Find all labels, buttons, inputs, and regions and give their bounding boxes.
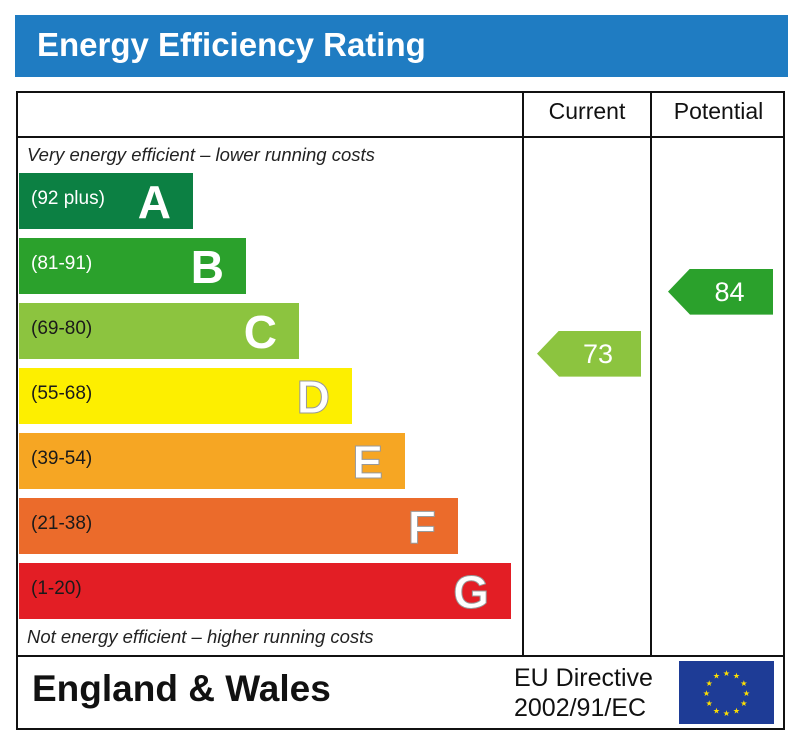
band-f: (21-38) F bbox=[19, 498, 458, 554]
band-letter: C bbox=[243, 306, 277, 358]
star-icon: ★ bbox=[733, 706, 740, 715]
band-range: (55-68) bbox=[31, 383, 93, 404]
band-e: (39-54) E bbox=[19, 433, 405, 489]
chart-title: Energy Efficiency Rating bbox=[15, 15, 788, 77]
star-icon: ★ bbox=[703, 689, 710, 698]
current-rating-arrow: 73 bbox=[537, 330, 641, 377]
band-letter: B bbox=[190, 241, 224, 293]
band-letter: G bbox=[453, 566, 490, 619]
star-icon: ★ bbox=[723, 669, 730, 678]
top-note: Very energy efficient – lower running co… bbox=[27, 144, 375, 165]
star-icon: ★ bbox=[743, 689, 750, 698]
star-icon: ★ bbox=[706, 699, 713, 708]
band-range: (21-38) bbox=[31, 513, 93, 534]
band-d: (55-68) D bbox=[19, 368, 352, 424]
band-range: (92 plus) bbox=[31, 188, 105, 209]
footer-divider bbox=[16, 655, 785, 657]
current-rating-value: 73 bbox=[582, 338, 614, 369]
star-icon: ★ bbox=[740, 699, 747, 708]
band-range: (69-80) bbox=[31, 318, 93, 339]
band-g: (1-20) G bbox=[19, 563, 511, 619]
band-range: (81-91) bbox=[31, 253, 93, 274]
header-divider bbox=[16, 136, 785, 138]
star-icon: ★ bbox=[723, 709, 730, 718]
band-c: (69-80) C bbox=[19, 303, 299, 359]
potential-column-divider bbox=[650, 91, 652, 656]
directive-line1: EU Directive bbox=[514, 664, 653, 692]
potential-rating-arrow: 84 bbox=[668, 268, 773, 315]
star-icon: ★ bbox=[713, 672, 720, 681]
directive-line2: 2002/91/EC bbox=[514, 694, 647, 722]
star-icon: ★ bbox=[706, 679, 713, 688]
band-a: (92 plus) A bbox=[19, 173, 193, 229]
eu-flag-icon: ★ ★ ★ ★ ★ ★ ★ ★ ★ ★ ★ ★ bbox=[679, 661, 774, 724]
band-letter: E bbox=[352, 436, 384, 489]
star-icon: ★ bbox=[713, 706, 720, 715]
current-column-header: Current bbox=[548, 98, 626, 124]
rating-frame bbox=[16, 91, 785, 730]
band-b: (81-91) B bbox=[19, 238, 246, 294]
potential-rating-value: 84 bbox=[714, 276, 745, 307]
band-range: (39-54) bbox=[31, 448, 93, 469]
band-letter: A bbox=[137, 176, 171, 228]
star-icon: ★ bbox=[733, 672, 740, 681]
star-icon: ★ bbox=[740, 679, 747, 688]
region-label: England & Wales bbox=[32, 668, 331, 709]
bottom-note: Not energy efficient – higher running co… bbox=[27, 626, 374, 647]
potential-column-header: Potential bbox=[673, 98, 764, 124]
band-range: (1-20) bbox=[31, 578, 82, 599]
band-letter: F bbox=[407, 501, 436, 554]
band-letter: D bbox=[296, 371, 330, 424]
current-column-divider bbox=[522, 91, 524, 656]
